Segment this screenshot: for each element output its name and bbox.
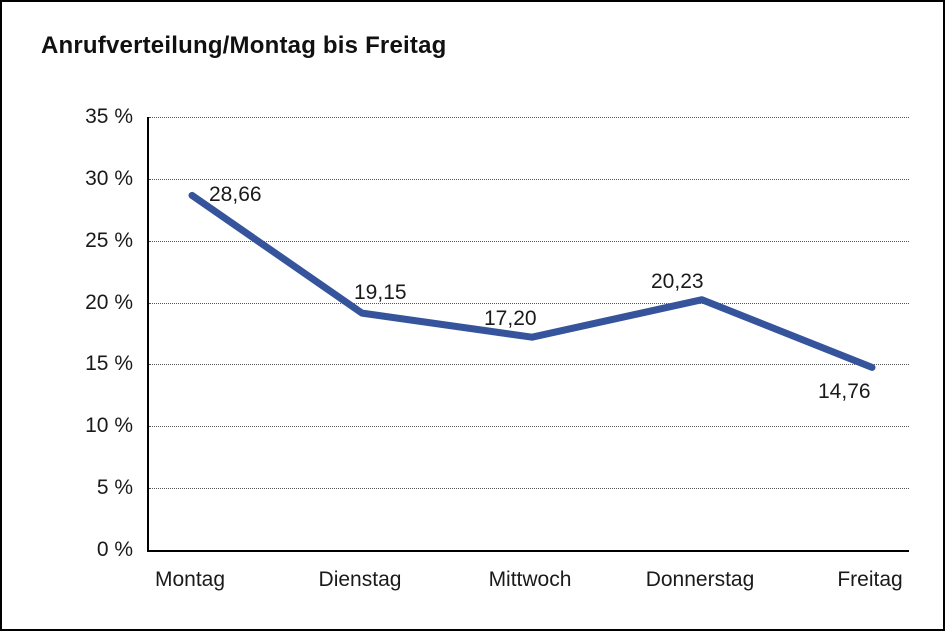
line-series-svg — [188, 191, 876, 371]
y-tick-label: 35 % — [85, 105, 133, 128]
value-label-freitag: 14,76 — [818, 380, 871, 403]
value-label-mittwoch: 17,20 — [484, 307, 537, 330]
y-tick-label: 0 % — [96, 538, 133, 561]
gridline-10pct — [149, 426, 909, 427]
y-tick-label: 10 % — [85, 414, 133, 437]
value-label-montag: 28,66 — [209, 183, 262, 206]
y-tick-label: 30 % — [85, 167, 133, 190]
x-tick-label-mittwoch: Mittwoch — [488, 568, 572, 591]
gridline-30pct — [149, 179, 909, 180]
x-tick-label-dienstag: Dienstag — [318, 568, 402, 591]
y-tick-label: 20 % — [85, 291, 133, 314]
gridline-25pct — [149, 241, 909, 242]
y-tick-label: 5 % — [96, 476, 133, 499]
chart-line — [188, 191, 876, 371]
value-label-donnerstag: 20,23 — [651, 270, 704, 293]
gridline-35pct — [149, 117, 909, 118]
chart-title: Anrufverteilung/Montag bis Freitag — [41, 32, 447, 59]
y-tick-label: 15 % — [85, 352, 133, 375]
y-tick-label: 25 % — [85, 229, 133, 252]
value-label-dienstag: 19,15 — [354, 281, 407, 304]
x-tick-label-montag: Montag — [154, 568, 226, 591]
x-tick-label-donnerstag: Donnerstag — [645, 568, 755, 591]
plot-area — [147, 117, 909, 552]
gridline-20pct — [149, 303, 909, 304]
x-tick-label-freitag: Freitag — [837, 568, 903, 591]
gridline-5pct — [149, 488, 909, 489]
gridline-15pct — [149, 364, 909, 365]
